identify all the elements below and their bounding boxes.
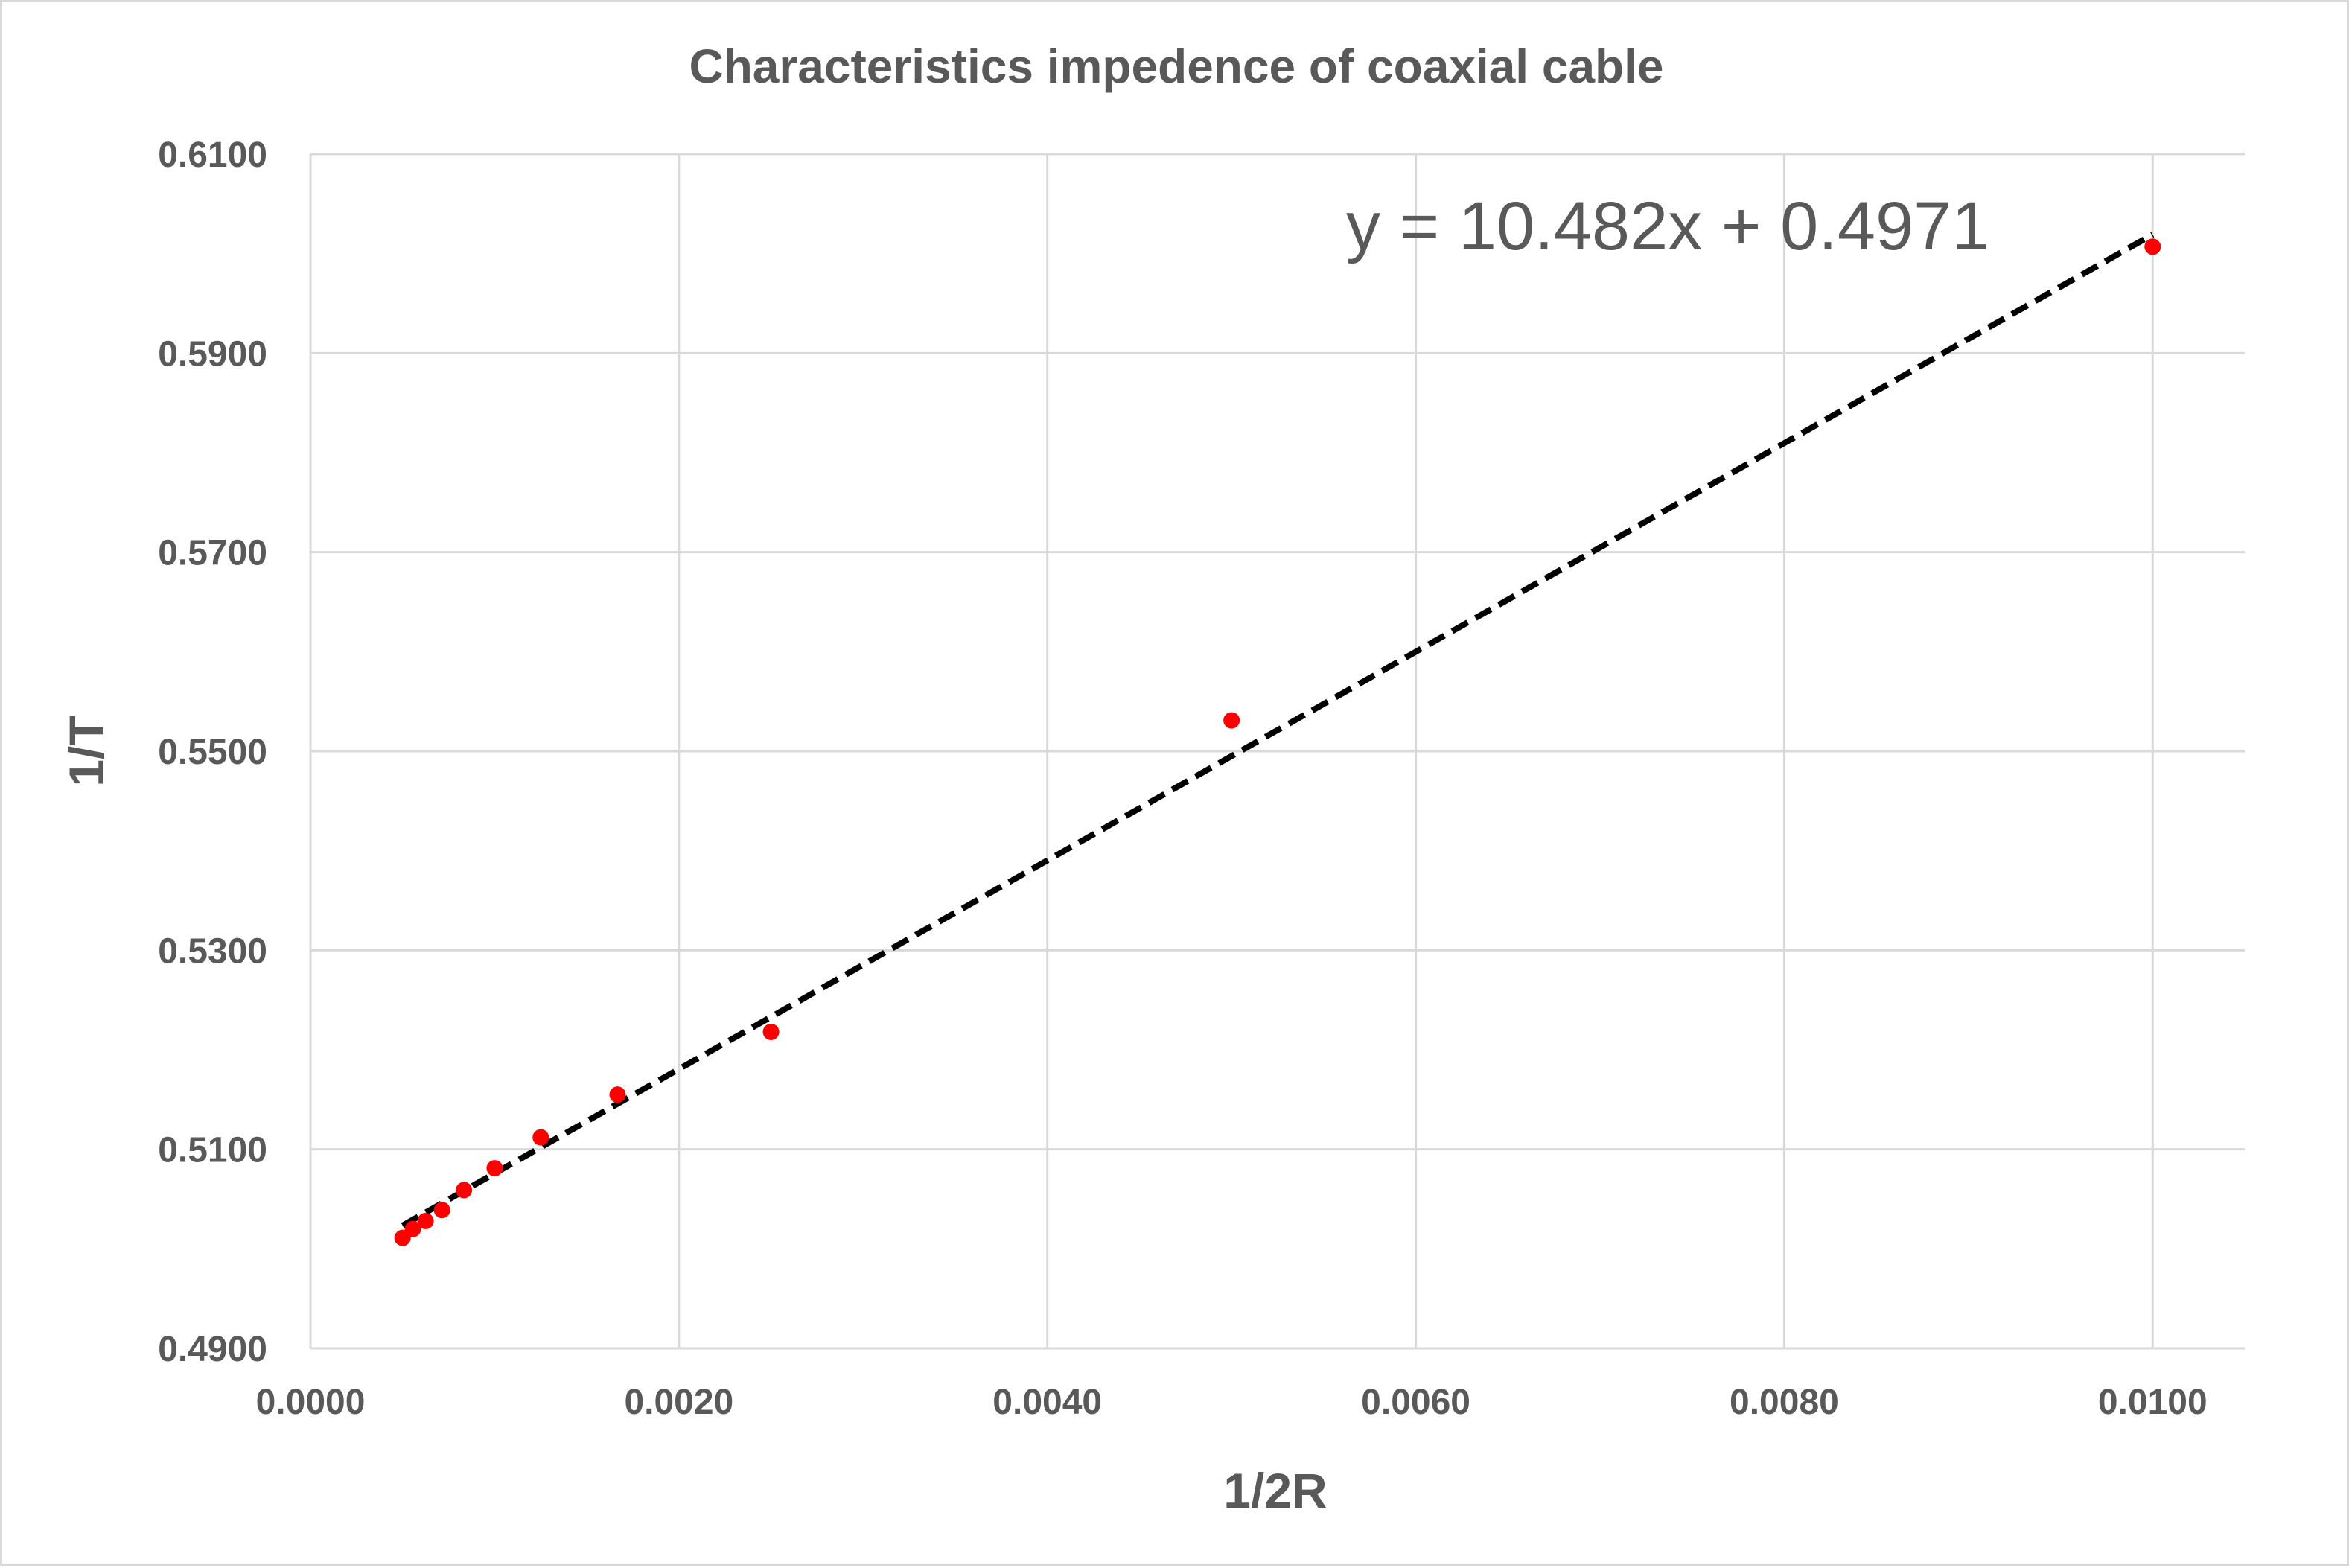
data-point (433, 1202, 450, 1219)
chart-title: Characteristics impedence of coaxial cab… (689, 39, 1663, 93)
gridlines (309, 153, 2245, 1350)
data-point (2144, 238, 2161, 255)
data-point (417, 1212, 434, 1229)
x-tick-label: 0.0040 (992, 1383, 1102, 1422)
x-tick-label: 0.0020 (624, 1383, 733, 1422)
x-axis-title: 1/2R (1223, 1463, 1327, 1518)
x-tick-label: 0.0080 (1730, 1383, 1839, 1422)
y-tick-label: 0.5500 (158, 733, 267, 772)
data-point (486, 1160, 503, 1177)
y-axis-title: 1/T (59, 716, 114, 786)
tick-labels: 0.4900 0.5100 0.5300 0.5500 0.5700 0.5900 0.61… (158, 136, 2208, 1422)
y-tick-label: 0.5900 (158, 334, 267, 374)
x-tick-label: 0.0060 (1361, 1383, 1470, 1422)
trendline (401, 232, 2155, 1228)
y-tick-label: 0.6100 (158, 136, 267, 175)
data-point (532, 1129, 549, 1146)
data-points (394, 238, 2161, 1246)
x-tick-label: 0.0000 (256, 1383, 366, 1422)
data-point (1223, 712, 1240, 729)
data-point (609, 1086, 626, 1103)
y-tick-label: 0.5700 (158, 534, 267, 573)
y-tick-label: 0.5300 (158, 931, 267, 971)
x-tick-label: 0.0100 (2098, 1383, 2208, 1422)
trendline-layer (401, 232, 2155, 1228)
y-tick-label: 0.5100 (158, 1131, 267, 1170)
trendline-equation: y = 10.482x + 0.4971 (1346, 188, 1989, 264)
data-point (762, 1023, 780, 1040)
y-tick-label: 0.4900 (158, 1330, 267, 1369)
data-point (456, 1182, 473, 1199)
data-point (404, 1220, 421, 1237)
